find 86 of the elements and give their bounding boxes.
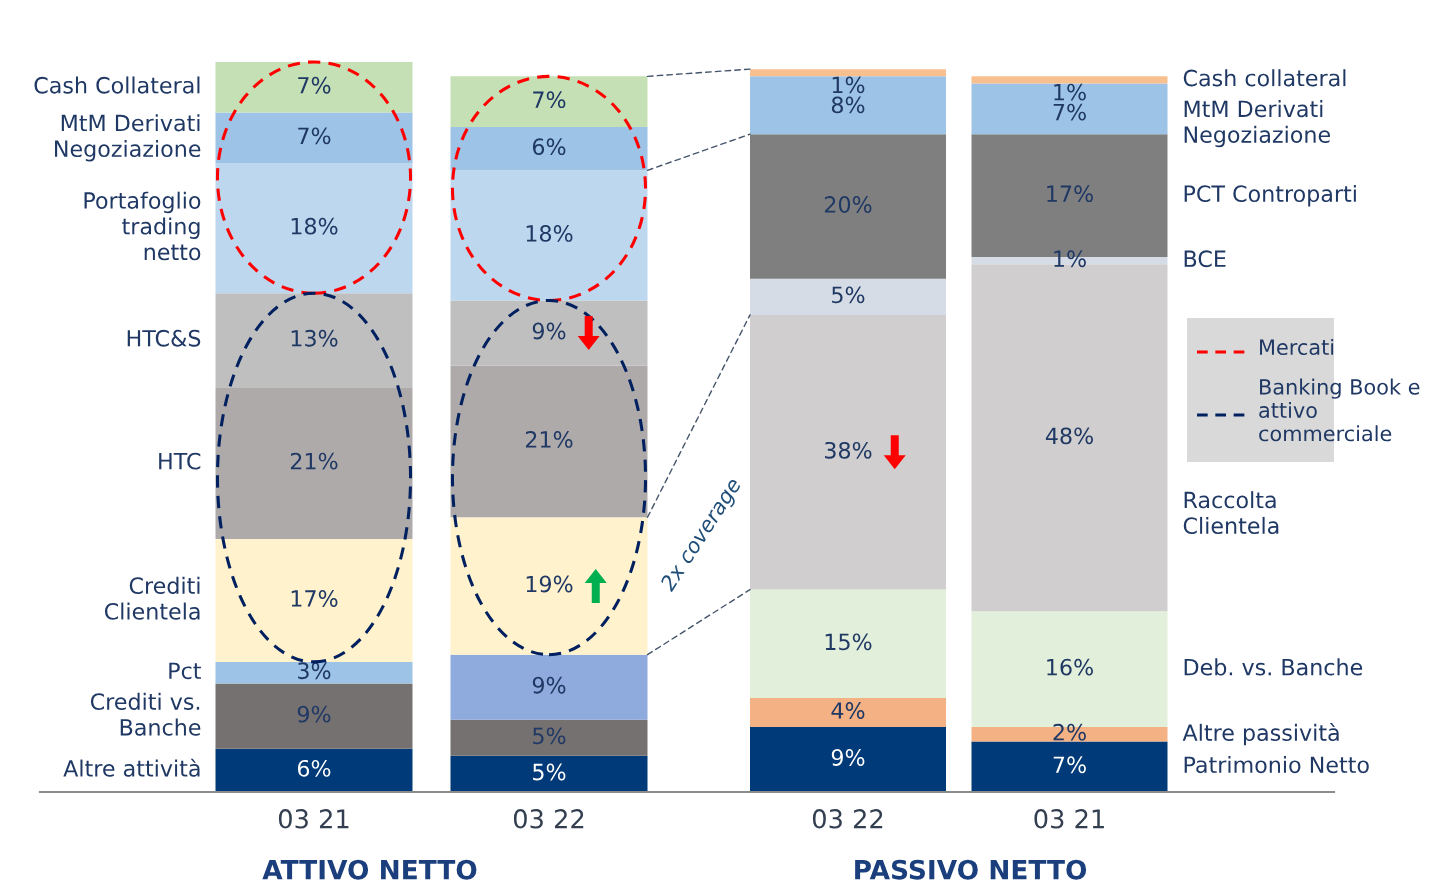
data-label: 6%: [297, 759, 331, 777]
bar: [215, 293, 413, 388]
bar: [750, 134, 946, 279]
data-label: 18%: [526, 225, 573, 242]
data-label: 3%: [298, 662, 331, 680]
x-tick-label: 03 22: [812, 809, 883, 829]
data-label: 5%: [533, 763, 566, 781]
annotation: Banking Book e attivo commerciale: [1259, 378, 1420, 442]
x-tick-label: 03 22: [513, 809, 584, 829]
data-label: 18%: [291, 217, 338, 235]
data-label: 9%: [297, 705, 331, 723]
data-label: 7%: [533, 91, 566, 109]
x-tick-label: 03 21: [1034, 809, 1104, 829]
data-label: 1%: [1054, 83, 1086, 101]
data-label: 21%: [290, 452, 338, 470]
data-label: 21%: [525, 431, 573, 448]
series-label: Crediti vs. Banche: [90, 692, 201, 736]
data-label: 15%: [825, 633, 872, 651]
series-label: BCE: [1184, 250, 1226, 268]
bar: [750, 76, 946, 135]
x-tick-label: 03 21: [278, 809, 349, 829]
data-label: 9%: [532, 322, 566, 340]
bar: [750, 278, 946, 315]
bar: [450, 170, 648, 301]
series-label: Altre attività: [63, 758, 200, 777]
data-label: 9%: [831, 749, 865, 766]
series-label: Cash collateral: [1183, 69, 1346, 87]
data-label: 7%: [1053, 103, 1086, 121]
bar: [971, 83, 1168, 135]
data-label: 9%: [532, 676, 566, 694]
data-label: 6%: [532, 138, 566, 156]
bar: [450, 76, 648, 127]
series-label: Raccolta Clientela: [1183, 491, 1279, 535]
bar: [215, 539, 413, 662]
bar: [450, 755, 648, 792]
series-label: Patrimonio Netto: [1184, 755, 1369, 774]
series-label: HTC&S: [127, 329, 201, 347]
data-label: 2%: [1053, 723, 1086, 741]
bar: [215, 163, 413, 294]
series-label: HTC: [159, 452, 201, 470]
series-label: MtM Derivati Negoziazione: [1184, 100, 1330, 148]
bar: [750, 726, 946, 792]
data-label: 7%: [298, 76, 331, 94]
series-label: Deb. vs. Banche: [1184, 658, 1363, 676]
bar: [450, 126, 648, 171]
text: PASSIVO NETTO: [855, 859, 1087, 880]
data-label: 4%: [831, 702, 865, 719]
bar: [450, 365, 648, 518]
bar: [215, 112, 413, 164]
data-label: 7%: [298, 127, 331, 145]
series-label: Pct: [169, 662, 201, 680]
annotation: Mercati: [1260, 338, 1334, 356]
data-label: 48%: [1045, 427, 1093, 445]
bar: [215, 683, 413, 749]
data-label: 16%: [1047, 658, 1093, 676]
series-label: PCT Controparti: [1184, 184, 1356, 207]
data-label: 17%: [1047, 185, 1093, 203]
bar: [971, 741, 1168, 792]
data-label: 7%: [1053, 756, 1086, 774]
bar: [750, 698, 946, 727]
data-label: 20%: [824, 196, 872, 213]
series-label: Cash Collateral: [34, 76, 200, 94]
bar: [450, 654, 648, 720]
data-label: 19%: [526, 575, 573, 593]
bar: [450, 517, 648, 655]
bar: [750, 314, 946, 590]
bar: [215, 387, 413, 539]
series-label: Portafoglio trading netto: [84, 191, 201, 261]
series-label: MtM Derivati Negoziazione: [55, 114, 201, 162]
data-label: 38%: [825, 441, 872, 459]
bar: [450, 719, 648, 756]
data-label: 5%: [533, 727, 566, 745]
data-label: 5%: [832, 286, 865, 304]
data-label: 17%: [291, 590, 338, 607]
series-label: Crediti Clientela: [104, 576, 200, 620]
data-label: 8%: [831, 96, 865, 114]
data-label: 13%: [291, 329, 338, 347]
bar: [450, 300, 648, 366]
text: ATTIVO NETTO: [262, 859, 477, 880]
bar: [750, 589, 946, 699]
bar: [215, 748, 413, 792]
bar: [971, 76, 1168, 84]
data-label: 1%: [832, 76, 865, 94]
series-label: Altre passività: [1182, 722, 1339, 746]
bar: [750, 69, 946, 77]
bar: [215, 61, 413, 113]
